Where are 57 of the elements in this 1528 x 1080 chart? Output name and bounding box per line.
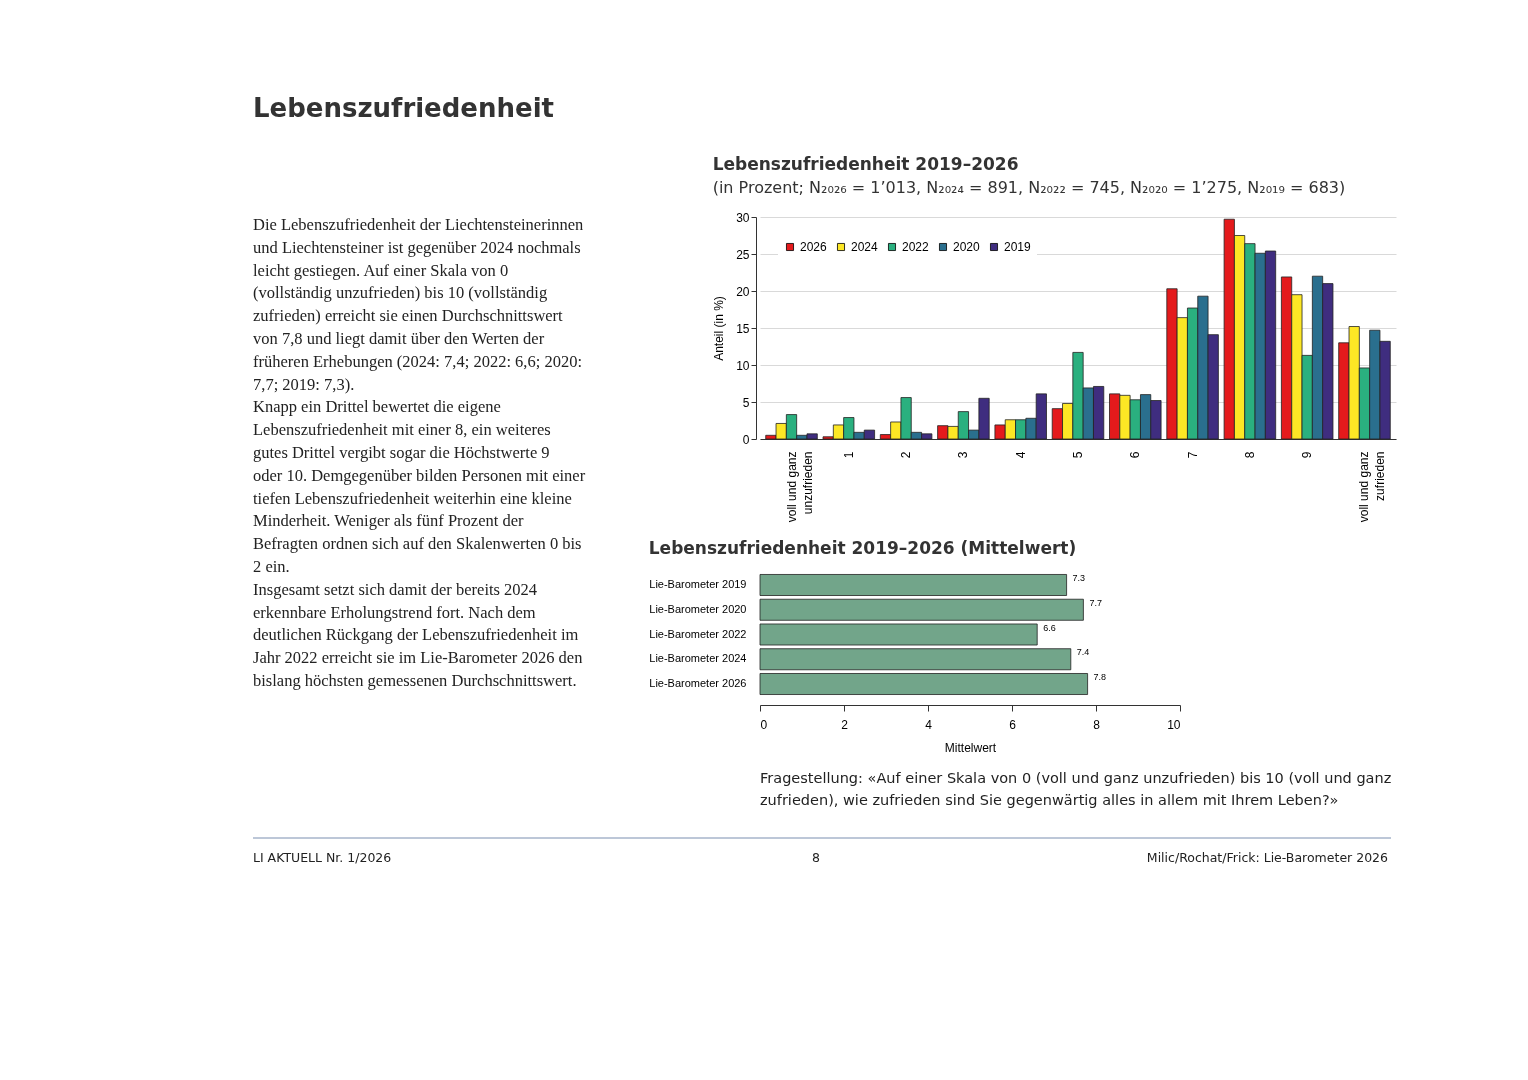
text: 8 (812, 850, 821, 865)
data-label: 6.6 (1043, 622, 1056, 633)
y-tick-label: 20 (736, 284, 750, 299)
x-tick-label: 10 (1167, 717, 1181, 732)
x-tick-label: 3 (956, 451, 971, 459)
y-tick-label: 5 (742, 395, 750, 410)
y-tick-label: Lie-Barometer 2024 (649, 652, 747, 665)
bar (759, 598, 1084, 621)
y-tick-label: Lie-Barometer 2022 (649, 627, 747, 640)
bar (759, 623, 1038, 646)
data-label: 7.7 (1089, 597, 1102, 608)
bar (759, 648, 1072, 671)
x-tick-label: 6 (1009, 717, 1017, 732)
x-tick-label: 4 (1013, 451, 1028, 459)
y-tick-label: Lie-Barometer 2019 (649, 578, 747, 590)
data-label: 7.8 (1093, 672, 1107, 682)
y-tick-label: 30 (736, 210, 750, 225)
x-tick-label: 0 (760, 717, 768, 732)
y-axis-title: Anteil (in %) (712, 296, 727, 361)
chart-subtitle: (in Prozent; N₂₀₂₆ = 1’013, N₂₀₂₄ = 891, N₂₀₂₂ = 745, N₂₀₂₀ = 1’275, N₂₀₁₉ = 683) (712, 178, 1346, 197)
text: Insgesamt setzt sich damit der bereits 2024 erkennbare Erholungstrend fort. Nach dem deutlichen Rückgang der Lebenszufriedenheit im Jahr 2022 erreicht sie im Lie-Barometer 2026 den bislang höchsten gemessenen Durchschnittswert. (253, 579, 583, 690)
text: Die Lebenszufriedenheit der Liechtensteinerinnen und Liechtensteiner ist gegenüber 2024 nochmals leicht gestiegen. Auf einer Skala von 0 (vollständig unzufrieden) bis 10 (vollständig zufrieden) erreicht sie einen Durchschnittswert von 7,8 und liegt damit über den Werten der früheren Erhebungen (2024: 7,4; 2022: 6,6; 2020: 7,7; 2019: 7,3). (253, 215, 584, 394)
x-tick-label: 8 (1242, 451, 1257, 459)
x-tick-label: voll und ganz zufrieden (1357, 451, 1388, 523)
text: LI AKTUELL Nr. 1/2026 (253, 850, 392, 865)
y-tick-label: 25 (736, 247, 750, 262)
x-tick-label: 5 (1071, 451, 1085, 459)
data-label: 7.4 (1076, 647, 1090, 658)
y-tick-label: 10 (736, 358, 750, 373)
x-tick-label: 6 (1128, 451, 1143, 459)
y-tick-label: Lie-Barometer 2020 (649, 602, 747, 615)
chart-title: Lebenszufriedenheit 2019–2026 (Mittelwert) (648, 538, 1077, 558)
legend-label: 2022 (902, 240, 930, 254)
x-tick-label: 8 (1093, 717, 1101, 732)
text: Lebenszufriedenheit (253, 93, 554, 123)
x-tick-label: 2 (899, 451, 914, 459)
x-tick-label: 9 (1300, 451, 1315, 459)
bar (759, 574, 1067, 596)
legend-label: 2019 (1004, 240, 1032, 254)
legend-label: 2020 (953, 240, 981, 254)
x-tick-label: 7 (1185, 451, 1200, 459)
x-tick-label: 4 (925, 717, 933, 732)
x-tick-label: 2 (841, 717, 849, 732)
legend-label: 2024 (851, 240, 879, 254)
y-tick-label: 0 (742, 432, 750, 447)
x-tick-label: voll und ganz unzufrieden (784, 451, 815, 523)
text: Milic/Rochat/Frick: Lie-Barometer 2026 (1146, 850, 1389, 865)
y-tick-label: Lie-Barometer 2026 (649, 677, 747, 689)
y-tick-label: 15 (736, 321, 750, 336)
bar (759, 673, 1088, 695)
x-axis-title: Mittelwert (944, 740, 997, 755)
data-label: 7.3 (1072, 573, 1086, 583)
text: Knapp ein Drittel bewertet die eigene Lebenszufriedenheit mit einer 8, ein weiteres gutes Drittel vergibt sogar die Höchstwerte 9 oder 10. Demgegenüber bilden Personen mit einer tiefen Lebenszufriedenheit weiterhin eine kleine Minderheit. Weniger als fünf Prozent der Befragten ordnen sich auf den Skalenwerten 0 bis 2 ein. (253, 397, 586, 576)
text: Fragestellung: «Auf einer Skala von 0 (voll und ganz unzufrieden) bis 10 (voll und ganz zufrieden), wie zufrieden sind Sie gegenwärtig alles in allem mit Ihrem Leben?» (760, 770, 1392, 808)
chart-title: Lebenszufriedenheit 2019–2026 (712, 154, 1019, 174)
legend-label: 2026 (800, 240, 828, 254)
x-tick-label: 1 (841, 451, 856, 459)
